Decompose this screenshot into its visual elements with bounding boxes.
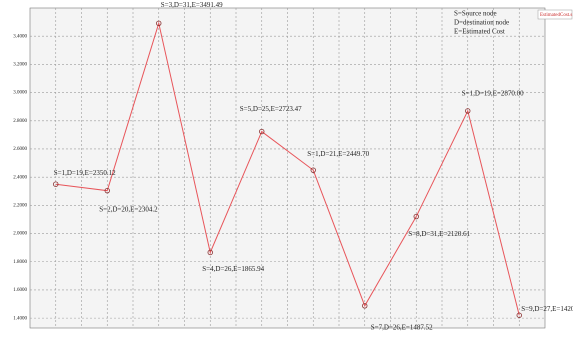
- annotation: S=1,D=19,E=2350.12: [54, 169, 116, 177]
- data-point: [362, 303, 368, 309]
- annotation: S=7,D=26,E=1487.52: [371, 323, 433, 331]
- y-tick-label: 2.0000: [13, 232, 27, 237]
- annotation: S=9,D=27,E=1420.28: [521, 305, 573, 313]
- annotation: S=5,D=25,E=2723.47: [240, 105, 302, 113]
- data-point: [516, 312, 522, 318]
- legend-note: E=Estimated Cost: [454, 28, 505, 36]
- annotation: S=2,D=20,E=2304.2: [99, 205, 158, 213]
- data-point: [465, 108, 471, 114]
- y-tick-label: 1.6000: [13, 288, 27, 293]
- annotation: S=8,D=31,E=2120.61: [408, 230, 470, 238]
- y-tick-label: 2.2000: [13, 203, 27, 208]
- annotation: S=4,D=26,E=1865.94: [202, 265, 264, 273]
- data-point: [259, 128, 265, 135]
- annotation: S=3,D=31,E=3491.49: [161, 1, 223, 9]
- y-tick-label: 1.8000: [13, 260, 27, 265]
- y-tick-label: 3.2000: [13, 63, 27, 68]
- data-point: [207, 249, 213, 256]
- y-tick-label: 1.4000: [13, 316, 27, 321]
- data-point: [53, 181, 59, 187]
- legend-box: [537, 9, 573, 20]
- y-tick-label: 3.0000: [13, 91, 27, 96]
- data-point: [156, 20, 162, 26]
- data-point: [310, 167, 316, 173]
- legend-note: S=Source node: [454, 10, 497, 18]
- data-point: [104, 187, 110, 194]
- legend-label: EstimatedCost.s: [540, 13, 572, 18]
- y-tick-label: 3.4000: [13, 34, 27, 39]
- y-tick-label: 2.6000: [13, 147, 27, 152]
- y-tick-label: 2.4000: [13, 175, 27, 180]
- y-tick-label: 2.8000: [13, 119, 27, 124]
- data-point: [413, 213, 419, 220]
- legend-note: D=destination node: [454, 19, 509, 27]
- series-line: [55, 21, 520, 316]
- annotation: S=1,D=19,E=2870.00: [462, 90, 524, 98]
- annotation: S=1,D=21,E=2449.70: [307, 150, 369, 158]
